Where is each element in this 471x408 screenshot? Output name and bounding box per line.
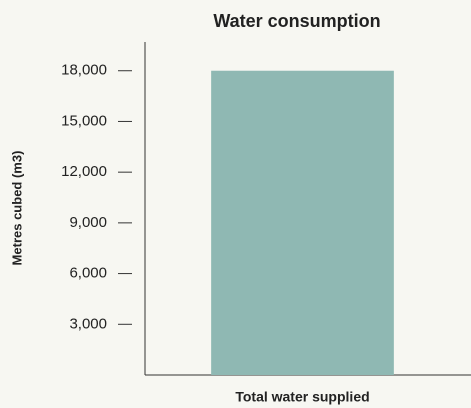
y-tick-label: 18,000 [61, 62, 107, 79]
chart-title: Water consumption [213, 11, 380, 31]
y-tick-label: 12,000 [61, 163, 107, 180]
bar [211, 70, 394, 376]
x-tick-label: Total water supplied [235, 389, 369, 405]
y-axis-label: Metres cubed (m3) [9, 151, 24, 266]
y-tick-label: 3,000 [69, 315, 107, 332]
y-tick-label: 9,000 [69, 214, 107, 231]
y-tick-label: 6,000 [69, 265, 107, 282]
y-tick-label: 15,000 [61, 112, 107, 129]
